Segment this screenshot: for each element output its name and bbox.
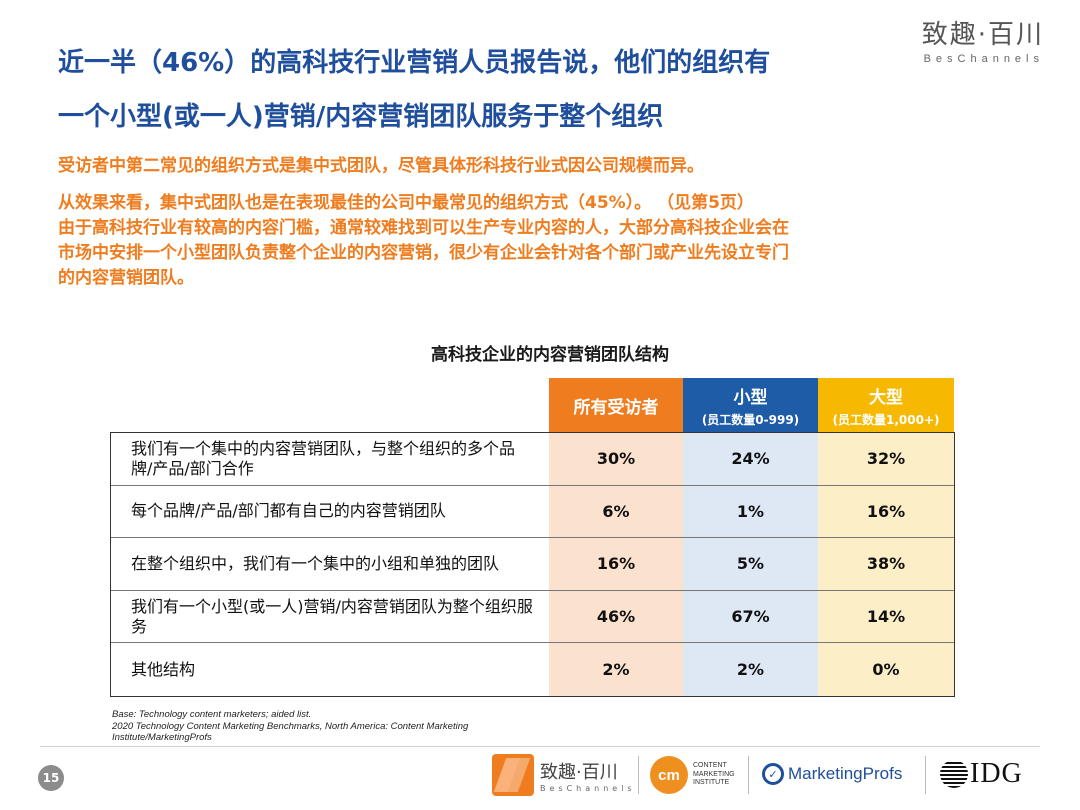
body-paragraph-1: 受访者中第二常见的组织方式是集中式团队，尽管具体形科技行业式因公司规模而异。 — [58, 156, 704, 176]
idg-globe-icon — [940, 760, 968, 788]
table-row: 其他结构 2% 2% 0% — [111, 643, 954, 696]
cmi-logo-line-3: INSTITUTE — [693, 779, 730, 787]
idg-logo-text: IDG — [970, 758, 1023, 789]
footer-divider — [40, 746, 1040, 747]
marketingprofs-logo-text: MarketingProfs — [788, 764, 903, 783]
beschannels-logo-en: BesChannels — [540, 783, 636, 793]
beschannels-mark-icon — [492, 754, 534, 796]
column-header-small: 小型 (员工数量0-999) — [683, 378, 818, 432]
table-title: 高科技企业的内容营销团队结构 — [431, 345, 669, 365]
source-line-2: 2020 Technology Content Marketing Benchm… — [112, 720, 469, 732]
brand-name-en: BesChannels — [923, 53, 1044, 65]
idg-logo: IDG — [940, 758, 1023, 790]
body-text: 受访者中第二常见的组织方式是集中式团队，尽管具体形科技行业式因公司规模而异。 从… — [58, 154, 998, 291]
row-label: 在整个组织中，我们有一个集中的小组和单独的团队 — [131, 553, 500, 573]
source-line-3: Institute/MarketingProfs — [112, 732, 212, 743]
column-header-large-sublabel: (员工数量1,000+) — [832, 412, 940, 427]
column-header-all-label: 所有受访者 — [573, 397, 659, 418]
marketingprofs-mark-icon: ✓ — [762, 763, 784, 785]
beschannels-logo-cn: 致趣·百川 — [540, 761, 618, 783]
table-row: 每个品牌/产品/部门都有自己的内容营销团队 6% 1% 16% — [111, 485, 954, 539]
title-line-2: 一个小型(或一人)营销/内容营销团队服务于整个组织 — [58, 102, 664, 132]
column-header-large: 大型 (员工数量1,000+) — [818, 378, 954, 432]
cell-all: 6% — [549, 485, 683, 538]
table-row: 我们有一个集中的内容营销团队，与整个组织的多个品牌/产品/部门合作 30% 24… — [111, 433, 954, 486]
cell-small: 1% — [683, 485, 818, 538]
beschannels-logo: 致趣·百川 BesChannels — [492, 754, 636, 796]
cell-small: 24% — [683, 433, 818, 485]
cmi-logo-line-2: MARKETING — [693, 770, 735, 778]
cell-all: 16% — [549, 538, 683, 590]
body-paragraph-2-line-4: 的内容营销团队。 — [58, 268, 194, 288]
row-label: 我们有一个集中的内容营销团队，与整个组织的多个品牌/产品/部门合作 — [131, 438, 516, 478]
logo-separator — [925, 756, 926, 794]
source-line-1: Base: Technology content marketers; aide… — [112, 709, 312, 720]
cell-large: 14% — [818, 590, 954, 643]
cell-large: 38% — [818, 538, 954, 590]
cell-small: 2% — [683, 643, 818, 696]
cell-all: 2% — [549, 643, 683, 696]
title-line-1: 近一半（46%）的高科技行业营销人员报告说，他们的组织有 — [58, 48, 771, 78]
page-title: 近一半（46%）的高科技行业营销人员报告说，他们的组织有 一个小型(或一人)营销… — [58, 36, 918, 144]
column-header-small-label: 小型 — [733, 387, 768, 408]
source-note: Base: Technology content marketers; aide… — [112, 709, 468, 744]
body-paragraph-2-line-1: 从效果来看，集中式团队也是在表现最佳的公司中最常见的组织方式（45%）。 （见第… — [58, 193, 754, 213]
cell-small: 5% — [683, 538, 818, 590]
logo-separator — [748, 756, 749, 794]
cmi-logo: cm CONTENT MARKETING INSTITUTE — [650, 756, 735, 794]
cell-large: 0% — [818, 643, 954, 696]
marketingprofs-logo: ✓ MarketingProfs — [762, 763, 902, 785]
cell-small: 67% — [683, 590, 818, 643]
cell-large: 16% — [818, 485, 954, 538]
team-structure-table: 我们有一个集中的内容营销团队，与整个组织的多个品牌/产品/部门合作 30% 24… — [110, 432, 955, 697]
cell-all: 30% — [549, 433, 683, 485]
row-label: 每个品牌/产品/部门都有自己的内容营销团队 — [131, 501, 446, 521]
table-row: 在整个组织中，我们有一个集中的小组和单独的团队 16% 5% 38% — [111, 538, 954, 591]
column-header-large-label: 大型 — [869, 387, 903, 408]
body-paragraph-2-line-3: 市场中安排一个小型团队负责整个企业的内容营销，很少有企业会针对各个部门或产业先设… — [58, 243, 789, 263]
row-label: 我们有一个小型(或一人)营销/内容营销团队为整个组织服务 — [131, 596, 533, 636]
brand-logo: 致趣·百川 BesChannels — [922, 14, 1044, 65]
column-header-all: 所有受访者 — [549, 378, 683, 432]
cmi-logo-line-1: CONTENT — [693, 762, 727, 770]
row-label: 其他结构 — [131, 659, 196, 679]
cmi-mark-icon: cm — [650, 756, 688, 794]
body-paragraph-2-line-2: 由于高科技行业有较高的内容门槛，通常较难找到可以生产专业内容的人，大部分高科技企… — [58, 218, 789, 238]
page-number: 15 — [38, 765, 64, 791]
cell-all: 46% — [549, 590, 683, 643]
column-header-small-sublabel: (员工数量0-999) — [701, 412, 800, 427]
logo-separator — [638, 756, 639, 794]
cell-large: 32% — [818, 433, 954, 485]
brand-name-cn: 致趣·百川 — [921, 20, 1044, 50]
table-row: 我们有一个小型(或一人)营销/内容营销团队为整个组织服务 46% 67% 14% — [111, 590, 954, 644]
